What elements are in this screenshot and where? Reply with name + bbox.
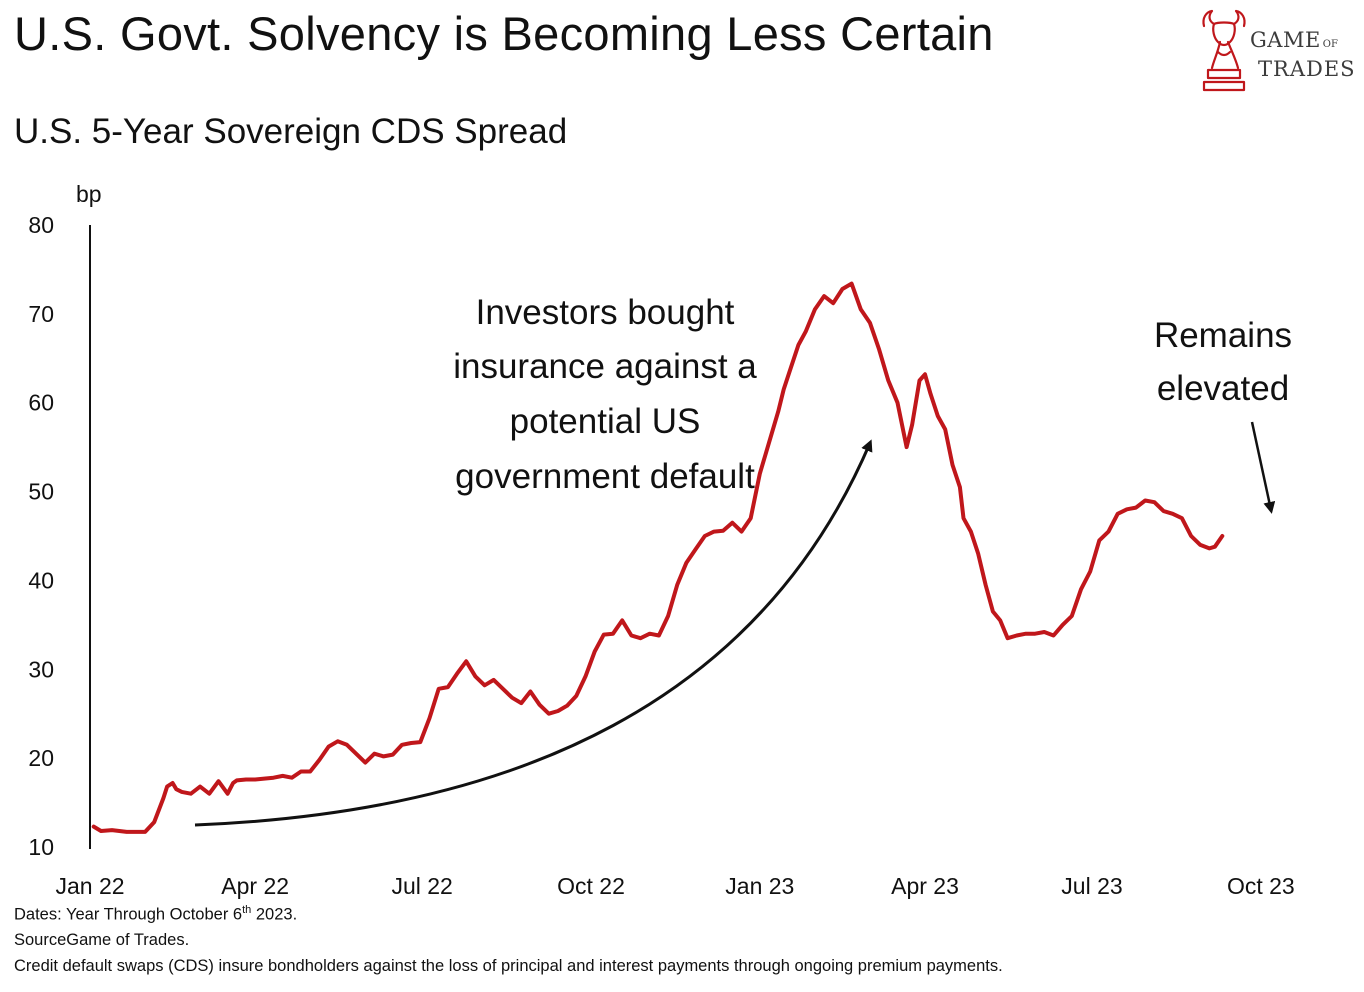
y-tick-label: 10 — [28, 834, 54, 860]
annotation-investors: Investors bought insurance against a pot… — [453, 293, 757, 496]
footer-source: SourceGame of Trades. — [14, 931, 190, 949]
y-tick-label: 60 — [28, 390, 54, 416]
footer-note: Credit default swaps (CDS) insure bondho… — [14, 957, 1003, 975]
annotation-investors-line2: insurance against a — [453, 347, 757, 386]
brand-line2: TRADES — [1258, 57, 1356, 81]
chart-subtitle: U.S. 5-Year Sovereign CDS Spread — [14, 112, 568, 151]
footer-dates: Dates: Year Through October 6th 2023. — [14, 904, 297, 925]
y-tick-label: 20 — [28, 745, 54, 771]
x-tick-label: Jan 23 — [725, 873, 794, 899]
footer-dates-sup: th — [242, 904, 252, 916]
x-tick-label: Apr 22 — [221, 873, 289, 899]
annotation-investors-line3: potential US — [510, 402, 701, 441]
bull-icon — [1202, 9, 1246, 92]
annotation-remains: Remains elevated — [1154, 316, 1292, 408]
brand-logo: GAME OF TRADES — [1196, 8, 1356, 94]
annotation-investors-line4: government default — [455, 457, 755, 496]
x-tick-label: Apr 23 — [891, 873, 959, 899]
y-axis-ticks: 10 20 30 40 50 60 70 80 — [28, 212, 54, 860]
page-title: U.S. Govt. Solvency is Becoming Less Cer… — [14, 7, 994, 60]
x-tick-label: Oct 23 — [1227, 873, 1295, 899]
x-tick-label: Jul 22 — [391, 873, 452, 899]
brand-line1: GAME — [1250, 28, 1321, 52]
y-tick-label: 70 — [28, 301, 54, 327]
y-tick-label: 50 — [28, 479, 54, 505]
x-tick-label: Jul 23 — [1061, 873, 1122, 899]
y-tick-label: 30 — [28, 656, 54, 682]
pointer-arrow — [1250, 421, 1276, 514]
annotation-remains-line2: elevated — [1157, 369, 1289, 408]
x-tick-label: Jan 22 — [55, 873, 124, 899]
cds-line-chart: 10 20 30 40 50 60 70 80 Jan 22 Apr 22 Jul 22 Oct 2… — [28, 181, 1294, 899]
footer-dates-end: 2023. — [251, 905, 298, 924]
y-axis-unit-label: bp — [76, 181, 102, 207]
annotation-investors-line1: Investors bought — [476, 293, 735, 332]
cds-series-line — [91, 281, 1225, 834]
y-tick-label: 80 — [28, 212, 54, 238]
trend-arrow — [194, 439, 873, 827]
x-axis-ticks: Jan 22 Apr 22 Jul 22 Oct 22 Jan 23 Apr 23 Jul … — [55, 873, 1294, 899]
annotation-remains-line1: Remains — [1154, 316, 1292, 355]
y-tick-label: 40 — [28, 567, 54, 593]
footer-dates-text: Dates: Year Through October 6 — [14, 905, 243, 924]
brand-of: OF — [1322, 39, 1338, 50]
x-tick-label: Oct 22 — [557, 873, 625, 899]
